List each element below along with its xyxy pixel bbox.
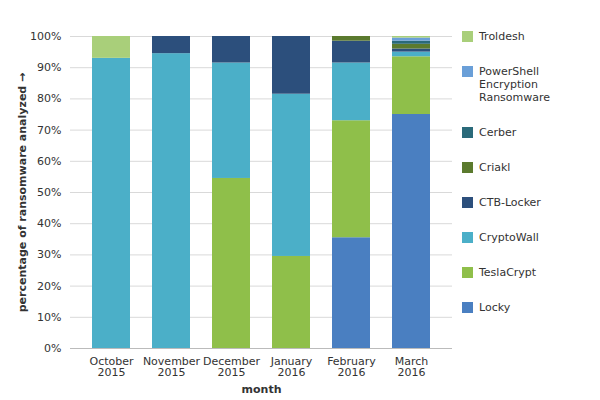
html-text:CryptoWall: CryptoWall	[479, 231, 539, 244]
svg-text:October2015: October2015	[89, 355, 133, 379]
svg-text:20%: 20%	[37, 280, 61, 293]
html-text:CTB-Locker: CTB-Locker	[479, 196, 541, 209]
html-text:Criakl: Criakl	[479, 161, 511, 174]
svg-text:March2016: March2016	[395, 355, 429, 379]
svg-text:February2016: February2016	[327, 355, 376, 379]
html-text:Cerber: Cerber	[479, 126, 517, 139]
svg-text:percentage of ransomware analy: percentage of ransomware analyzed →	[16, 73, 29, 313]
svg-text:January2016: January2016	[270, 355, 313, 379]
svg-text:November2015: November2015	[143, 355, 201, 379]
svg-text:0%: 0%	[44, 342, 61, 355]
svg-text:40%: 40%	[37, 217, 61, 230]
html-text:PowerShell Encryption Ransomwa: PowerShell Encryption Ransomware	[479, 65, 551, 104]
svg-text:month: month	[242, 383, 282, 396]
svg-text:50%: 50%	[37, 186, 61, 199]
svg-text:90%: 90%	[37, 61, 61, 74]
html-text:Locky: Locky	[479, 301, 511, 314]
svg-text:80%: 80%	[37, 92, 61, 105]
svg-text:60%: 60%	[37, 155, 61, 168]
html-text:Troldesh: Troldesh	[479, 30, 525, 43]
svg-text:10%: 10%	[37, 311, 61, 324]
svg-text:100%: 100%	[30, 30, 61, 43]
html-text:TeslaCrypt: TeslaCrypt	[479, 266, 537, 279]
svg-text:30%: 30%	[37, 248, 61, 261]
svg-text:70%: 70%	[37, 124, 61, 137]
svg-text:December2015: December2015	[203, 355, 261, 379]
